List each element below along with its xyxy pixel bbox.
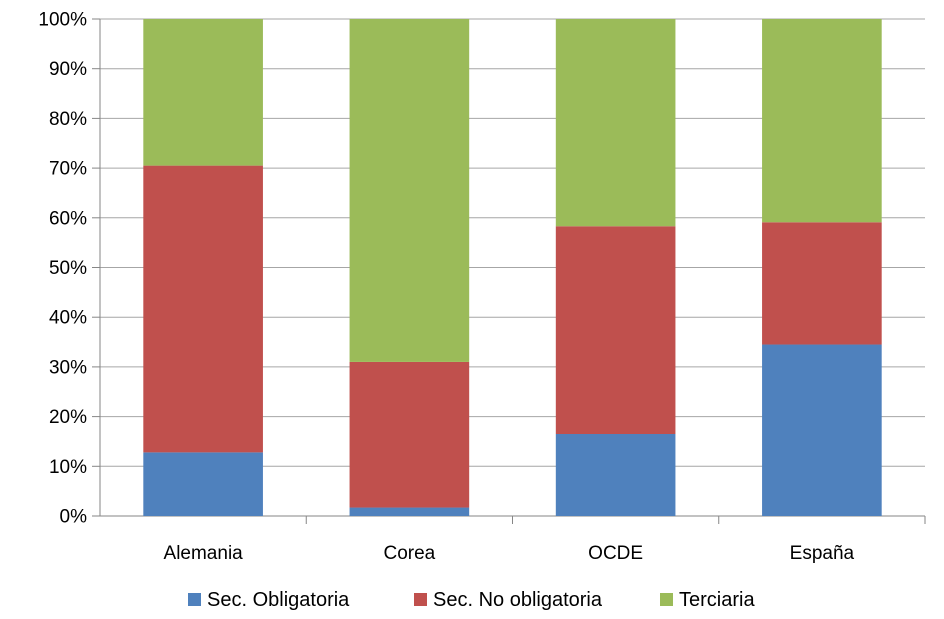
- bar-segment: [143, 165, 263, 453]
- y-tick-label: 60%: [49, 208, 87, 229]
- bar-segment: [349, 361, 470, 508]
- y-tick-label: 20%: [49, 407, 87, 428]
- bar-segment: [762, 344, 882, 516]
- y-tick-label: 70%: [49, 159, 87, 180]
- bar-segment: [143, 452, 263, 516]
- y-tick-label: 100%: [38, 10, 87, 31]
- legend-swatch: [188, 593, 201, 606]
- legend: Sec. Obligatoria Sec. No obligatoria Terci…: [188, 589, 755, 611]
- bar-segment: [555, 19, 676, 227]
- bar-segment: [762, 19, 882, 223]
- bar-segment: [349, 19, 470, 362]
- x-tick-label: Corea: [384, 543, 436, 564]
- y-tick-label: 80%: [49, 109, 87, 130]
- bar-segment: [555, 226, 676, 434]
- y-tick-label: 50%: [49, 258, 87, 279]
- legend-swatch: [660, 593, 673, 606]
- bar-segment: [762, 222, 882, 345]
- y-axis-tick-labels: 0% 10% 20% 30% 40% 50% 60% 70% 80% 90% 100%: [38, 10, 87, 528]
- bar-segment: [555, 433, 676, 516]
- legend-label: Sec. Obligatoria: [207, 589, 350, 611]
- x-tick-label: España: [790, 543, 855, 564]
- y-tick-label: 90%: [49, 59, 87, 80]
- y-tick-label: 30%: [49, 357, 87, 378]
- bar-segment: [143, 19, 263, 166]
- x-tick-label: OCDE: [588, 543, 643, 564]
- legend-label: Terciaria: [679, 589, 755, 611]
- bar-segment: [349, 507, 470, 516]
- x-axis-tick-labels: Alemania Corea OCDE España: [164, 543, 855, 564]
- y-tick-label: 10%: [49, 457, 87, 478]
- y-tick-label: 40%: [49, 308, 87, 329]
- bars: [143, 19, 882, 516]
- legend-swatch: [414, 593, 427, 606]
- y-tick-label: 0%: [60, 507, 88, 528]
- legend-label: Sec. No obligatoria: [433, 589, 603, 611]
- x-tick-label: Alemania: [164, 543, 244, 564]
